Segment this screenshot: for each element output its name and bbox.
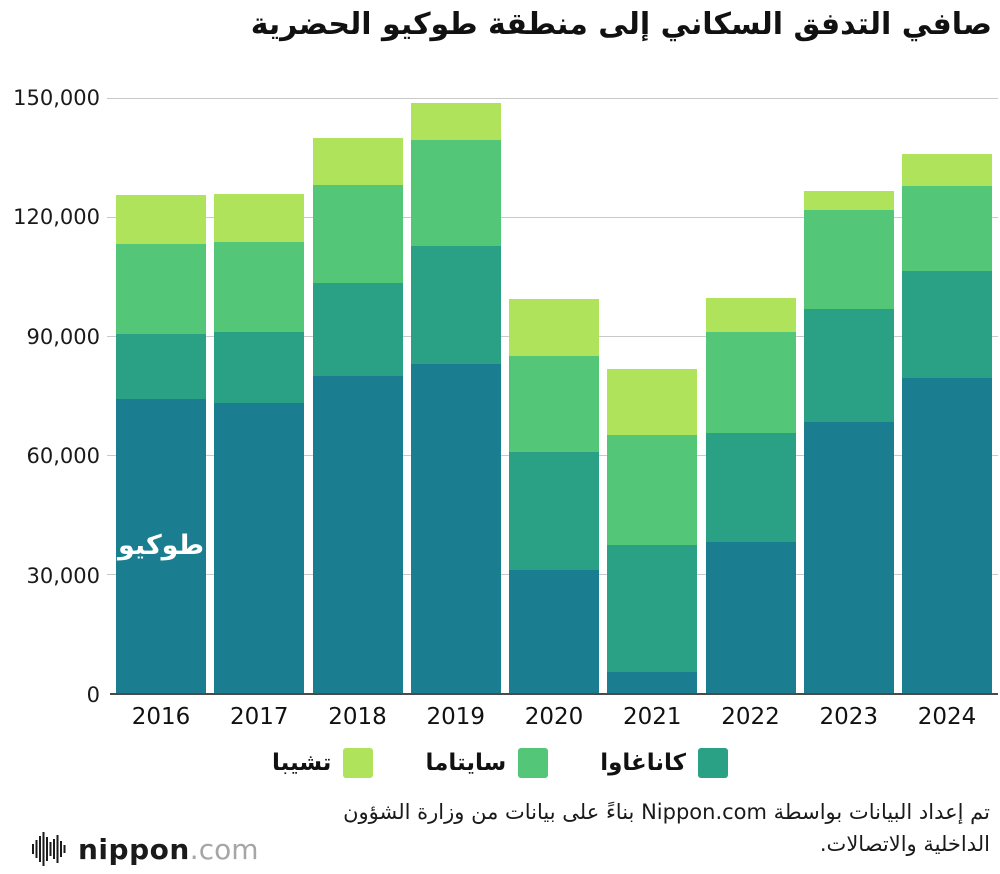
y-axis-tick-label: 0 — [86, 683, 100, 707]
bar-segment-chiba — [607, 369, 698, 436]
x-axis-label-2024: 2024 — [917, 704, 977, 730]
bar-2021 — [607, 98, 698, 693]
x-axis-label-2020: 2020 — [524, 704, 584, 730]
bar-segment-kanagawa — [116, 334, 206, 399]
bar-segment-tokyo — [214, 403, 305, 693]
logo-text-nippon: nippon — [78, 832, 190, 866]
bar-segment-kanagawa — [902, 271, 992, 379]
bar-segment-chiba — [312, 138, 403, 186]
chart-title: صافي التدفق السكاني إلى منطقة طوكيو الحض… — [250, 7, 992, 42]
x-axis-label-2023: 2023 — [819, 704, 879, 730]
legend-swatch-saitama — [518, 748, 549, 778]
bar-segment-kanagawa — [705, 432, 796, 543]
bar-2019 — [410, 98, 501, 693]
bars-group: طوكيو — [110, 98, 998, 693]
legend-item-chiba: تشيبا — [271, 748, 374, 778]
bar-segment-tokyo — [607, 671, 698, 693]
bar-segment-tokyo: طوكيو — [116, 398, 206, 693]
bar-segment-kanagawa — [214, 332, 305, 404]
legend-item-kanagawa: كاناغاوا — [600, 748, 729, 778]
bar-segment-chiba — [803, 191, 894, 211]
legend-swatch-kanagawa — [698, 748, 729, 778]
nippon-logo-text: nippon.com — [78, 833, 259, 866]
bar-segment-saitama — [509, 355, 599, 453]
bar-segment-saitama — [902, 186, 992, 272]
bar-2023 — [803, 98, 894, 693]
bar-segment-tokyo — [410, 363, 501, 693]
bar-segment-kanagawa — [509, 452, 599, 570]
bar-2022 — [705, 98, 796, 693]
bar-segment-kanagawa — [410, 246, 501, 364]
bar-2016: طوكيو — [116, 98, 206, 693]
bar-segment-saitama — [803, 210, 894, 309]
bar-segment-kanagawa — [803, 308, 894, 423]
bar-2020 — [509, 98, 599, 693]
y-axis-tick-label: 60,000 — [26, 444, 100, 469]
source-note: تم إعداد البيانات بواسطة Nippon.com بناء… — [260, 797, 990, 860]
bar-segment-chiba — [902, 153, 992, 187]
bar-segment-tokyo — [902, 378, 992, 693]
x-axis-label-2017: 2017 — [229, 704, 289, 730]
bar-segment-saitama — [312, 185, 403, 284]
bar-segment-saitama — [607, 435, 698, 546]
source-line-2: الداخلية والاتصالات. — [819, 831, 990, 856]
x-axis-label-2018: 2018 — [328, 704, 387, 730]
nippon-waveform-icon — [32, 832, 66, 866]
x-axis-label-2019: 2019 — [426, 704, 486, 730]
bar-segment-saitama — [116, 244, 206, 335]
bar-segment-kanagawa — [312, 283, 403, 377]
legend-label-chiba: تشيبا — [271, 750, 332, 776]
x-axis-label-2022: 2022 — [721, 704, 780, 730]
legend-item-saitama: سايتاما — [425, 748, 549, 778]
x-axis-label-2016: 2016 — [131, 704, 191, 730]
bar-segment-chiba — [116, 194, 206, 245]
logo-text-com: .com — [189, 832, 259, 866]
plot-area: طوكيو — [107, 98, 998, 695]
y-axis: 0 30,000 60,000 90,000 120,000 150,000 — [0, 86, 100, 707]
y-axis-tick-label: 150,000 — [13, 86, 100, 110]
bar-segment-saitama — [705, 332, 796, 433]
y-axis-tick-label: 30,000 — [26, 563, 100, 588]
bar-2018 — [312, 98, 403, 693]
legend-label-saitama: سايتاما — [425, 750, 507, 776]
source-line-1: تم إعداد البيانات بواسطة Nippon.com بناء… — [343, 800, 990, 824]
nippon-logo: nippon.com — [32, 832, 259, 866]
y-axis-tick-label: 90,000 — [26, 324, 100, 349]
legend: كاناغاوا سايتاما تشيبا — [0, 748, 1000, 778]
bar-segment-tokyo — [509, 569, 599, 693]
bar-segment-chiba — [410, 102, 501, 141]
x-axis: 2016 2017 2018 2019 2020 2021 2022 2023 2024 — [110, 704, 998, 730]
legend-label-kanagawa: كاناغاوا — [600, 750, 687, 776]
bar-segment-tokyo — [705, 542, 796, 693]
tokyo-bar-label: طوكيو — [118, 530, 205, 562]
bar-2024 — [902, 98, 992, 693]
bar-segment-chiba — [509, 299, 599, 356]
gridline — [107, 98, 998, 99]
bar-segment-kanagawa — [607, 545, 698, 672]
bar-segment-saitama — [214, 241, 305, 333]
bar-segment-tokyo — [803, 422, 894, 693]
legend-swatch-chiba — [343, 748, 374, 778]
bar-segment-chiba — [214, 194, 305, 242]
x-axis-label-2021: 2021 — [622, 704, 682, 730]
bar-segment-saitama — [410, 140, 501, 247]
bar-segment-chiba — [705, 297, 796, 333]
bar-2017 — [214, 98, 305, 693]
bar-segment-tokyo — [312, 376, 403, 693]
gridline — [107, 217, 998, 218]
y-axis-tick-label: 120,000 — [13, 205, 100, 230]
